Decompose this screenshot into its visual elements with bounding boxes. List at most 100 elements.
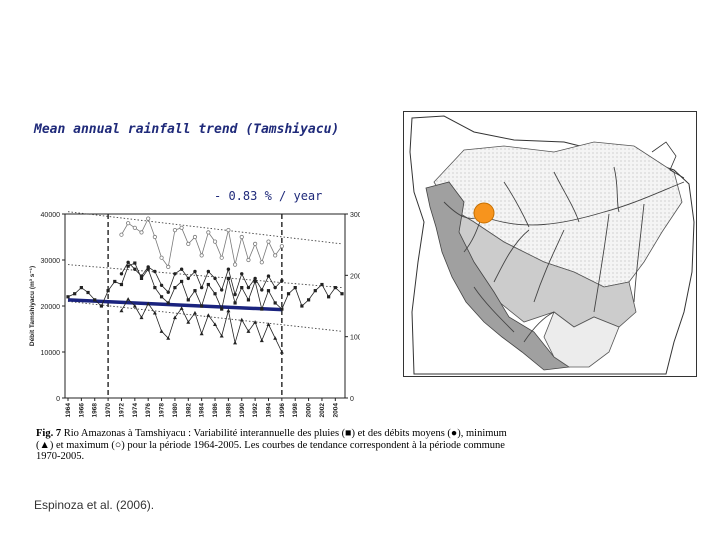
data-point-rainfall [240, 286, 244, 290]
data-point-min [206, 313, 211, 317]
citation: Espinoza et al. (2006). [34, 498, 155, 512]
x-tick-label: 1990 [239, 403, 246, 418]
y-left-tick-label: 30000 [41, 258, 61, 265]
series-line-mean-discharge [121, 261, 283, 296]
x-tick-label: 1972 [118, 403, 125, 418]
data-point-rainfall [86, 290, 90, 295]
basin-south [543, 311, 620, 368]
data-point-min [239, 317, 244, 322]
data-point-min [246, 329, 251, 333]
data-point-min [146, 301, 151, 306]
data-point-max [192, 234, 198, 240]
y-right-tick-label: 0 [350, 396, 354, 403]
data-point-max [139, 230, 144, 235]
data-point-max [219, 255, 224, 260]
y-right-tick-label: 1000 [350, 335, 360, 342]
slide-title: Mean annual rainfall trend (Tamshiyacu) [34, 122, 340, 137]
data-point-mean [133, 267, 137, 271]
data-point-min [279, 350, 284, 354]
river-network [443, 166, 685, 343]
data-point-min [119, 308, 124, 313]
figure-number: Fig. 7 [36, 428, 62, 439]
data-point-rainfall [106, 289, 110, 293]
data-point-mean [199, 285, 204, 290]
y-right-tick-label: 2000 [350, 273, 360, 280]
data-point-min [233, 340, 238, 345]
data-point-mean [153, 269, 157, 274]
data-point-rainfall [133, 261, 137, 265]
data-point-max [279, 244, 284, 249]
y-left-axis-label: Débit Tamshiyacu (m³ s⁻¹) [29, 266, 36, 346]
tamshiyacu-marker [473, 202, 495, 224]
data-point-max [199, 253, 204, 258]
data-point-mean [280, 279, 284, 283]
data-point-mean [173, 272, 177, 276]
data-point-min [253, 320, 258, 324]
data-point-max [239, 234, 244, 240]
data-point-rainfall [79, 286, 83, 290]
data-point-rainfall [119, 282, 124, 287]
data-point-max [226, 227, 231, 233]
data-point-max [166, 264, 171, 270]
trend-rate-label: - 0.83 % / year [214, 189, 323, 203]
data-point-min [152, 310, 157, 315]
y-left-tick-label: 40000 [41, 212, 61, 219]
data-point-min [172, 315, 177, 320]
data-point-rainfall [193, 289, 197, 293]
data-point-rainfall [273, 301, 277, 305]
data-point-max [146, 216, 151, 221]
x-tick-label: 1988 [225, 403, 232, 418]
data-point-rainfall [260, 307, 264, 311]
trend-line [67, 300, 343, 332]
x-tick-label: 1984 [199, 403, 206, 418]
data-point-rainfall [253, 279, 257, 284]
x-tick-label: 1974 [132, 403, 139, 418]
data-point-mean [220, 288, 224, 292]
figure-caption-text: Rio Amazonas à Tamshiyacu : Variabilité … [36, 428, 507, 462]
data-point-min [266, 322, 271, 326]
data-point-rainfall [93, 298, 97, 302]
data-point-mean [193, 269, 197, 274]
x-tick-label: 1996 [279, 403, 286, 418]
data-point-min [179, 306, 184, 310]
x-tick-label: 1978 [159, 403, 166, 418]
data-point-mean [233, 292, 237, 297]
data-point-mean [119, 272, 124, 276]
data-point-min [273, 336, 278, 340]
figure-caption: Fig. 7 Rio Amazonas à Tamshiyacu : Varia… [36, 428, 516, 463]
x-tick-label: 1970 [105, 403, 112, 418]
trend-line [67, 264, 343, 289]
data-point-mean [253, 276, 257, 281]
data-point-rainfall [173, 286, 177, 290]
data-point-rainfall [233, 301, 237, 305]
data-point-rainfall [159, 295, 164, 299]
x-tick-label: 1994 [265, 403, 272, 418]
data-point-max [172, 227, 178, 233]
data-point-min [159, 329, 164, 333]
x-tick-label: 1986 [212, 403, 219, 418]
data-point-rainfall [180, 279, 184, 284]
data-point-max [253, 241, 258, 247]
data-point-min [219, 333, 224, 338]
y-left-tick-label: 0 [56, 396, 60, 403]
data-point-max [232, 262, 238, 267]
x-tick-label: 2000 [306, 403, 313, 418]
rainfall-discharge-chart: 0 10000 20000 30000 40000 0 1000 2000 3000 Débit … [29, 211, 360, 418]
data-point-rainfall [153, 286, 157, 290]
data-point-min [139, 315, 144, 320]
data-point-rainfall [327, 295, 331, 299]
data-point-min [166, 336, 171, 340]
data-point-min [126, 297, 131, 301]
data-point-max [152, 234, 157, 240]
data-point-rainfall [139, 276, 144, 280]
basin-map-svg [409, 115, 695, 375]
data-point-rainfall [166, 301, 170, 305]
data-point-rainfall [99, 304, 104, 308]
data-point-min [132, 304, 137, 308]
data-point-max [259, 260, 264, 265]
data-point-min [213, 322, 218, 326]
x-tick-label: 1966 [78, 403, 85, 418]
data-point-rainfall [73, 292, 77, 296]
data-point-mean [273, 285, 277, 290]
data-point-max [266, 239, 271, 244]
